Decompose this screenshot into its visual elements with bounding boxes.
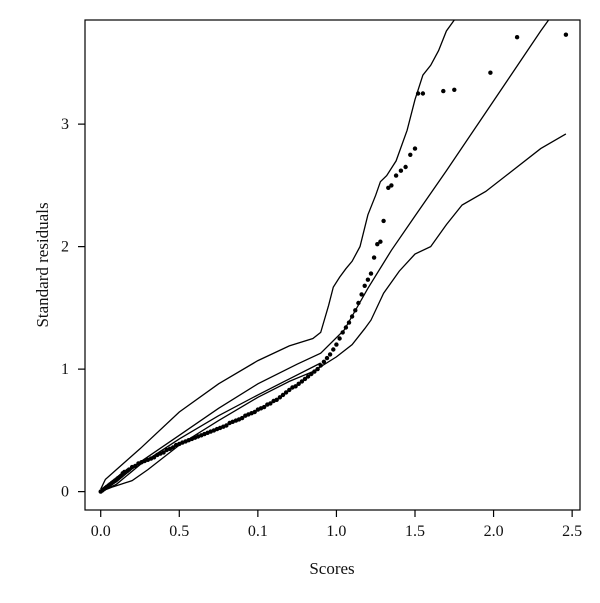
data-point	[239, 415, 245, 421]
y-tick-label: 0	[61, 484, 69, 501]
data-point	[321, 359, 327, 364]
data-point	[386, 185, 391, 190]
data-point	[362, 283, 367, 288]
x-tick-label: 2.0	[484, 523, 504, 540]
data-points	[98, 32, 569, 494]
data-point	[403, 164, 408, 170]
y-tick-label: 1	[61, 361, 69, 378]
data-point	[261, 404, 267, 410]
data-point	[368, 271, 374, 276]
x-tick-label: 0.1	[248, 523, 268, 540]
y-tick-label: 2	[61, 239, 69, 256]
data-point	[346, 320, 352, 325]
data-point	[415, 91, 421, 96]
data-point	[151, 455, 157, 460]
data-point	[398, 168, 404, 173]
data-point	[324, 355, 330, 361]
x-tick-label: 0.0	[91, 523, 111, 540]
data-point	[287, 387, 292, 393]
data-point	[268, 401, 273, 406]
data-point	[375, 242, 380, 247]
data-point	[277, 395, 283, 400]
upper-envelope-line	[100, 20, 455, 490]
x-tick-label: 1.5	[405, 523, 425, 540]
x-axis-label: Scores	[309, 559, 354, 578]
data-point	[356, 300, 361, 306]
data-point	[327, 352, 333, 357]
data-point	[389, 183, 394, 188]
data-point	[441, 88, 446, 94]
data-point	[420, 91, 426, 96]
data-point	[331, 347, 336, 352]
data-point	[412, 146, 418, 151]
data-point	[280, 392, 286, 398]
y-axis: 0 1 2 3	[61, 116, 85, 501]
data-point	[309, 371, 314, 377]
data-point	[318, 363, 323, 368]
data-point	[302, 376, 308, 382]
data-point	[488, 70, 493, 75]
x-axis: 0.0 0.5 0.1 1.0 1.5 2.0 2.5	[91, 510, 582, 540]
data-point	[283, 390, 289, 395]
data-point	[126, 467, 132, 472]
data-point	[170, 445, 176, 450]
data-point	[514, 35, 520, 40]
envelope-curves	[100, 20, 567, 493]
data-point	[337, 336, 342, 341]
data-point	[252, 409, 257, 415]
data-point	[133, 463, 138, 469]
data-point	[340, 330, 345, 335]
data-point	[299, 379, 305, 384]
x-tick-label: 2.5	[562, 523, 582, 540]
data-point	[381, 218, 386, 224]
data-point	[334, 342, 339, 347]
reference-line	[100, 20, 550, 493]
plot-frame	[84, 19, 581, 511]
data-point	[274, 397, 279, 402]
x-tick-label: 0.5	[169, 523, 189, 540]
data-point	[393, 173, 399, 178]
data-point	[365, 277, 371, 282]
data-point	[343, 325, 349, 330]
lower-envelope-line	[100, 133, 567, 493]
data-point	[353, 308, 358, 313]
data-point	[305, 374, 311, 379]
data-point	[224, 423, 229, 428]
data-point	[359, 292, 364, 297]
data-point	[378, 239, 383, 244]
data-point	[296, 381, 301, 386]
y-axis-label: Standard residuals	[33, 202, 52, 327]
data-point	[408, 152, 413, 157]
data-point	[161, 450, 166, 455]
data-point	[293, 384, 298, 389]
data-point	[349, 314, 355, 319]
inner-envelope-line	[100, 362, 321, 493]
data-point	[312, 369, 317, 374]
y-tick-label: 3	[61, 116, 69, 133]
data-point	[452, 87, 457, 93]
data-point	[315, 366, 320, 372]
x-tick-label: 1.0	[326, 523, 346, 540]
data-point	[371, 255, 377, 260]
data-point	[563, 32, 569, 37]
